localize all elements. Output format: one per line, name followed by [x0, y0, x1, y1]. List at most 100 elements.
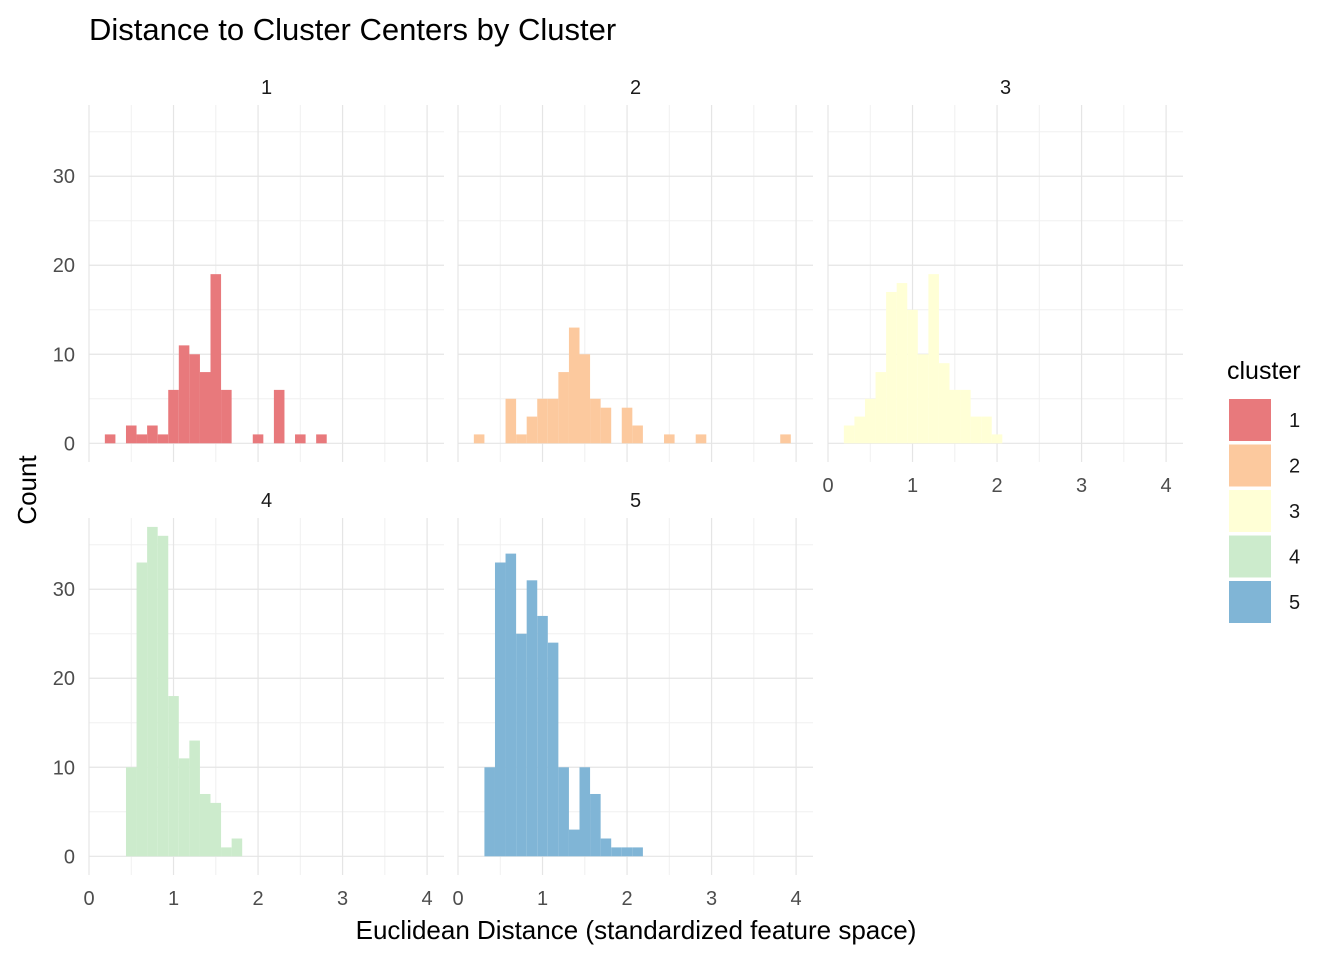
- histogram-bar: [316, 434, 327, 444]
- histogram-bar: [664, 434, 675, 444]
- histogram-bar: [505, 398, 517, 444]
- histogram-bar: [864, 398, 876, 444]
- histogram-bar: [199, 372, 211, 444]
- x-tick-label: 4: [1161, 475, 1172, 497]
- histogram-bar: [843, 425, 855, 444]
- histogram-bar: [960, 389, 971, 444]
- x-tick-label: 2: [621, 888, 632, 910]
- histogram-bar: [875, 372, 887, 444]
- legend-key-2: [1229, 444, 1271, 487]
- histogram-bar: [896, 283, 908, 444]
- histogram-bar: [136, 562, 148, 857]
- legend-key-3: [1229, 490, 1271, 532]
- facet-panel-4: 4 0 10 20 30 0 1 2 3 4: [53, 490, 444, 910]
- legend-key-1: [1229, 399, 1271, 441]
- histogram-bar: [568, 829, 580, 857]
- facet-strip-label: 2: [630, 77, 641, 99]
- y-tick-label: 20: [53, 255, 75, 277]
- histogram-bar: [168, 696, 179, 857]
- histogram-bar: [125, 767, 137, 857]
- y-tick-label: 10: [53, 757, 75, 779]
- legend-key-5: [1229, 581, 1271, 623]
- histogram-bar: [621, 847, 633, 857]
- histogram-bar: [780, 434, 791, 444]
- histogram-bar: [189, 740, 200, 857]
- histogram-bar: [600, 838, 612, 857]
- legend-key-4: [1229, 535, 1271, 578]
- y-tick-label: 0: [64, 846, 75, 868]
- histogram-bar: [252, 434, 264, 444]
- histogram-bar: [484, 767, 495, 857]
- histogram-bar: [189, 354, 200, 444]
- histogram-bar: [157, 535, 169, 857]
- histogram-bar: [136, 434, 148, 444]
- histogram-bar: [579, 354, 591, 444]
- x-tick-label: 0: [822, 475, 833, 497]
- facet-panel-3: 3 0 1 2 3 4: [822, 77, 1183, 497]
- histogram-bar: [579, 767, 591, 857]
- x-tick-label: 0: [452, 888, 463, 910]
- histogram-bar: [938, 363, 950, 444]
- legend-label: 3: [1289, 501, 1300, 523]
- histogram-bar: [590, 398, 601, 444]
- histogram-bar: [516, 633, 527, 857]
- legend-label: 4: [1289, 547, 1300, 569]
- histogram-bar: [558, 767, 569, 857]
- histogram-bar: [168, 389, 179, 444]
- facet-strip-label: 3: [1000, 77, 1011, 99]
- histogram-bar: [295, 434, 306, 444]
- y-axis-title: Count: [12, 455, 42, 525]
- legend-label: 1: [1289, 410, 1300, 432]
- y-tick-label: 0: [64, 433, 75, 455]
- histogram-bar: [221, 389, 232, 444]
- histogram-bar: [231, 838, 243, 857]
- x-tick-label: 2: [252, 888, 263, 910]
- y-tick-label: 20: [53, 668, 75, 690]
- histogram-bar: [600, 407, 612, 444]
- x-axis-title: Euclidean Distance (standardized feature…: [356, 915, 917, 945]
- histogram-bar: [611, 847, 622, 857]
- histogram-bar: [104, 434, 116, 444]
- histogram-bar: [547, 642, 559, 857]
- facet-panel-2: 2: [457, 77, 813, 462]
- facet-strip-label: 1: [261, 77, 272, 99]
- x-tick-label: 4: [791, 888, 802, 910]
- histogram-bar: [547, 398, 559, 444]
- histogram-bar: [970, 416, 982, 444]
- histogram-bar: [590, 793, 601, 857]
- histogram-bar: [854, 416, 865, 444]
- histogram-bar: [157, 434, 169, 444]
- histogram-bar: [632, 425, 643, 444]
- x-tick-label: 3: [1076, 475, 1087, 497]
- x-tick-label: 4: [422, 888, 433, 910]
- x-tick-label: 3: [706, 888, 717, 910]
- histogram-bar: [125, 425, 137, 444]
- histogram-bar: [526, 416, 538, 444]
- facet-strip-label: 5: [630, 490, 641, 512]
- histogram-bar: [147, 526, 158, 857]
- histogram-bar: [981, 416, 992, 444]
- histogram-bar: [526, 580, 538, 857]
- histogram-bar: [210, 802, 222, 857]
- y-tick-label: 30: [53, 166, 75, 188]
- histogram-bar: [949, 389, 961, 444]
- histogram-bar: [473, 434, 485, 444]
- histogram-bar: [221, 847, 232, 857]
- legend: cluster 1 2 3 4 5: [1227, 357, 1301, 623]
- y-tick-label: 30: [53, 579, 75, 601]
- histogram-bar: [178, 345, 190, 444]
- facet-strip-label: 4: [261, 490, 272, 512]
- x-tick-label: 3: [337, 888, 348, 910]
- histogram-bar: [210, 274, 222, 444]
- x-tick-label: 1: [907, 475, 918, 497]
- histogram-bar: [621, 407, 633, 444]
- histogram-bar: [505, 553, 517, 857]
- y-tick-label: 10: [53, 344, 75, 366]
- histogram-bar: [494, 562, 506, 857]
- histogram-bar: [273, 389, 285, 444]
- histogram-bar: [558, 372, 569, 444]
- histogram-bar: [178, 758, 190, 857]
